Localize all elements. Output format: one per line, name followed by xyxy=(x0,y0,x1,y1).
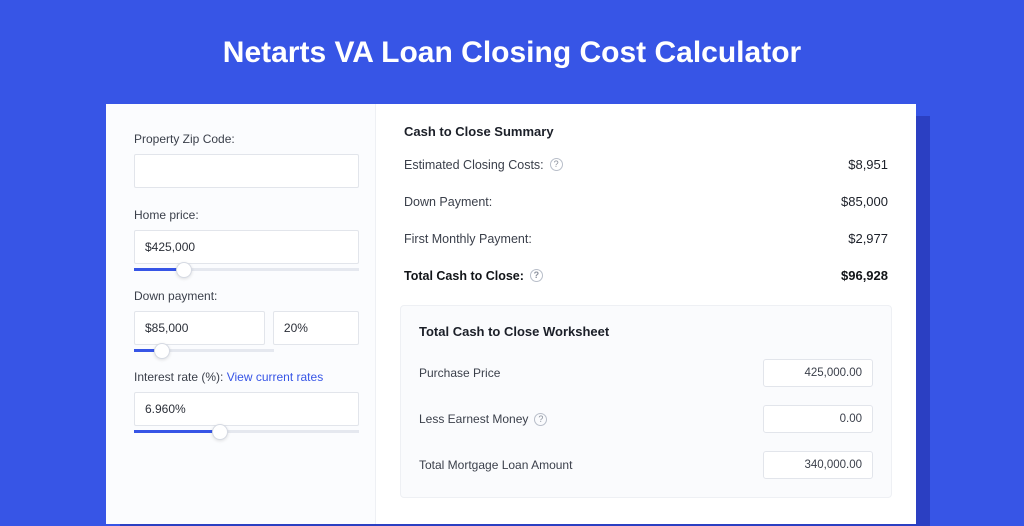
worksheet-row: Total Mortgage Loan Amount xyxy=(419,451,873,479)
worksheet-label-text: Purchase Price xyxy=(419,366,500,380)
summary-total-value: $96,928 xyxy=(841,268,888,283)
summary-row: Estimated Closing Costs: ? $8,951 xyxy=(400,157,892,172)
worksheet-panel: Total Cash to Close Worksheet Purchase P… xyxy=(400,305,892,498)
worksheet-title: Total Cash to Close Worksheet xyxy=(419,324,873,339)
interest-input[interactable] xyxy=(134,392,359,426)
interest-slider-thumb[interactable] xyxy=(212,424,228,440)
interest-field-group: Interest rate (%): View current rates xyxy=(134,370,359,433)
worksheet-value-input[interactable] xyxy=(763,451,873,479)
summary-label-text: Estimated Closing Costs: xyxy=(404,158,544,172)
summary-row: Down Payment: $85,000 xyxy=(400,194,892,209)
interest-slider[interactable] xyxy=(134,430,359,433)
home-price-label: Home price: xyxy=(134,208,359,222)
home-price-slider[interactable] xyxy=(134,268,359,271)
summary-value: $85,000 xyxy=(841,194,888,209)
help-icon[interactable]: ? xyxy=(530,269,543,282)
worksheet-row: Less Earnest Money ? xyxy=(419,405,873,433)
down-payment-slider[interactable] xyxy=(134,349,274,352)
worksheet-value-input[interactable] xyxy=(763,405,873,433)
summary-value: $2,977 xyxy=(848,231,888,246)
interest-slider-fill xyxy=(134,430,220,433)
help-icon[interactable]: ? xyxy=(534,413,547,426)
page-title: Netarts VA Loan Closing Cost Calculator xyxy=(0,0,1024,98)
summary-title: Cash to Close Summary xyxy=(400,124,892,139)
home-price-input[interactable] xyxy=(134,230,359,264)
inputs-column: Property Zip Code: Home price: Down paym… xyxy=(106,104,376,524)
zip-label: Property Zip Code: xyxy=(134,132,359,146)
summary-label-text: First Monthly Payment: xyxy=(404,232,532,246)
summary-column: Cash to Close Summary Estimated Closing … xyxy=(376,104,916,524)
down-payment-percent-input[interactable] xyxy=(273,311,359,345)
interest-label-text: Interest rate (%): xyxy=(134,370,227,384)
summary-row: First Monthly Payment: $2,977 xyxy=(400,231,892,246)
summary-value: $8,951 xyxy=(848,157,888,172)
down-payment-slider-thumb[interactable] xyxy=(154,343,170,359)
worksheet-label-text: Total Mortgage Loan Amount xyxy=(419,458,572,472)
zip-field-group: Property Zip Code: xyxy=(134,132,359,194)
down-payment-amount-input[interactable] xyxy=(134,311,265,345)
summary-label-text: Down Payment: xyxy=(404,195,492,209)
home-price-field-group: Home price: xyxy=(134,208,359,271)
summary-total-row: Total Cash to Close: ? $96,928 xyxy=(400,268,892,283)
view-rates-link[interactable]: View current rates xyxy=(227,370,324,384)
calculator-card: Property Zip Code: Home price: Down paym… xyxy=(106,104,916,524)
home-price-slider-thumb[interactable] xyxy=(176,262,192,278)
help-icon[interactable]: ? xyxy=(550,158,563,171)
down-payment-field-group: Down payment: xyxy=(134,289,359,352)
worksheet-label-text: Less Earnest Money xyxy=(419,412,528,426)
worksheet-row: Purchase Price xyxy=(419,359,873,387)
interest-label: Interest rate (%): View current rates xyxy=(134,370,359,384)
worksheet-value-input[interactable] xyxy=(763,359,873,387)
zip-input[interactable] xyxy=(134,154,359,188)
summary-total-label: Total Cash to Close: xyxy=(404,269,524,283)
down-payment-label: Down payment: xyxy=(134,289,359,303)
